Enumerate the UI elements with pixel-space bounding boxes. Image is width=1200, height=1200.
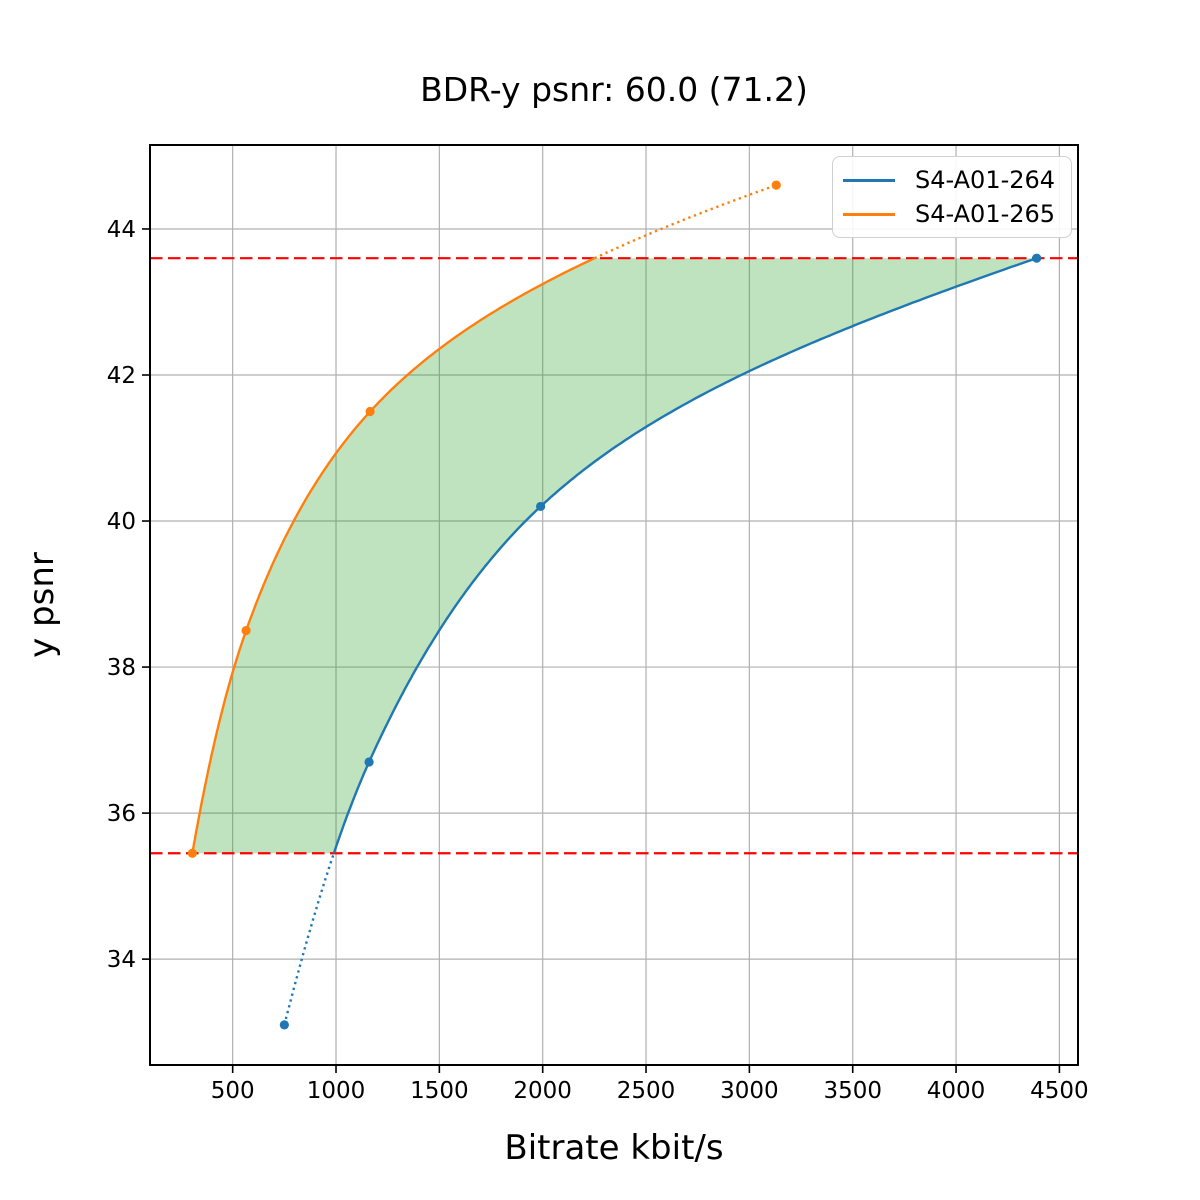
plot-border (149, 144, 1079, 1066)
x-tick-label: 2000 (513, 1078, 572, 1104)
y-tick-label: 44 (107, 217, 136, 243)
legend: S4-A01-264 S4-A01-265 (832, 156, 1073, 238)
legend-item-s4-a01-265: S4-A01-265 (843, 197, 1055, 231)
legend-label-s4-a01-264: S4-A01-264 (915, 166, 1056, 194)
x-tick-label: 3000 (720, 1078, 779, 1104)
y-axis-label: y psnr (22, 552, 62, 658)
legend-line-blue-icon (843, 178, 895, 182)
legend-label-s4-a01-265: S4-A01-265 (915, 200, 1056, 228)
x-tick-label: 4000 (927, 1078, 986, 1104)
data-point-marker-s4-a01-264 (364, 757, 374, 767)
y-tick-label: 42 (107, 363, 136, 389)
x-tick-label: 4500 (1030, 1078, 1089, 1104)
data-point-marker-s4-a01-265 (187, 848, 197, 858)
y-tick-label: 40 (107, 509, 136, 535)
data-point-marker-s4-a01-265 (241, 625, 251, 636)
y-tick-label: 38 (107, 655, 136, 681)
data-point-marker-s4-a01-265 (771, 180, 781, 190)
x-tick-label: 2500 (617, 1078, 676, 1104)
series-curve-s4-a01-265-dotted (594, 184, 777, 260)
series-curve-s4-a01-264 (332, 257, 1038, 854)
data-point-marker-s4-a01-264 (279, 1020, 289, 1030)
x-tick-label: 1500 (410, 1078, 469, 1104)
legend-line-orange-icon (843, 212, 895, 216)
legend-item-s4-a01-264: S4-A01-264 (843, 163, 1055, 197)
chart-title: BDR-y psnr: 60.0 (71.2) (420, 70, 808, 109)
y-tick-label: 36 (107, 801, 136, 827)
x-tick-label: 1000 (307, 1078, 366, 1104)
data-point-marker-s4-a01-264 (1032, 253, 1042, 263)
x-tick-label: 500 (211, 1078, 255, 1104)
x-tick-label: 3500 (823, 1078, 882, 1104)
bd-overlap-shaded-area (192, 258, 1037, 854)
y-tick-label: 34 (107, 947, 136, 973)
series-curve-s4-a01-265 (191, 257, 596, 854)
series-curve-s4-a01-264-dotted (283, 852, 336, 1026)
data-point-marker-s4-a01-264 (536, 501, 546, 512)
data-point-marker-s4-a01-265 (365, 406, 375, 417)
x-axis-label: Bitrate kbit/s (504, 1128, 724, 1168)
